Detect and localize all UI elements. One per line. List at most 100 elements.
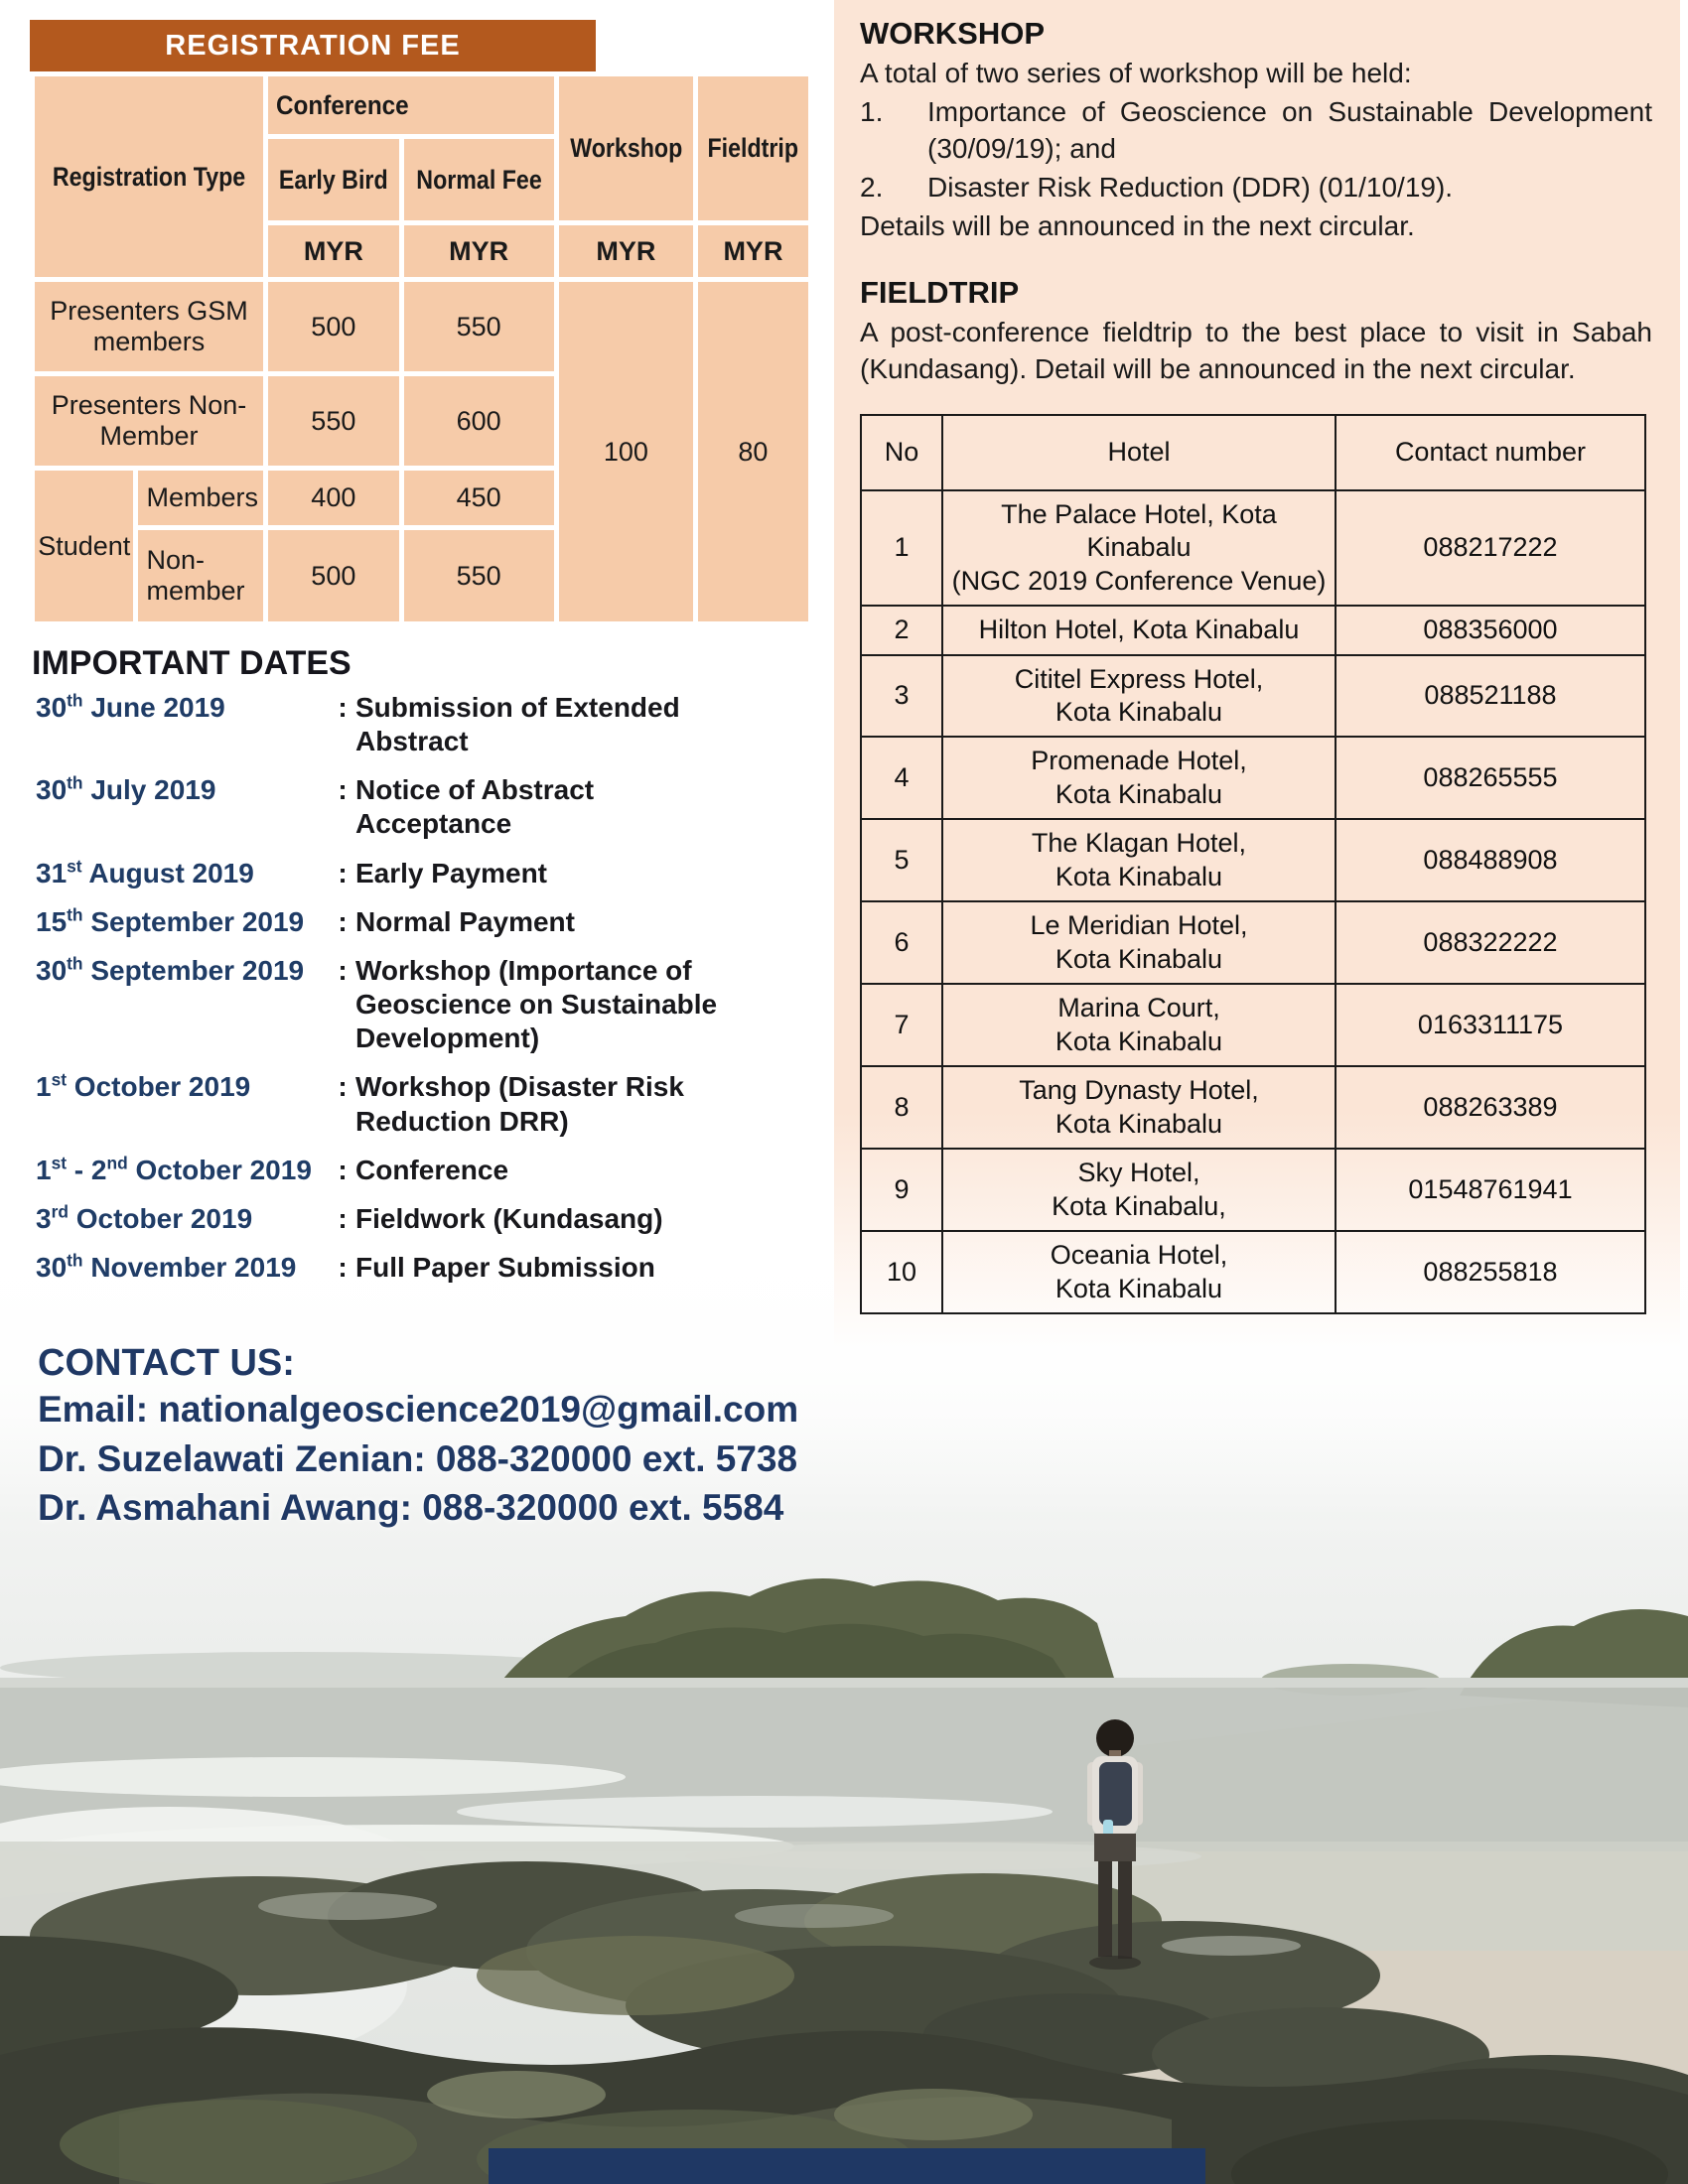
row-type: Members <box>138 471 264 525</box>
hotel-row: 2 Hilton Hotel, Kota Kinabalu 088356000 <box>860 605 1646 656</box>
contact-title: CONTACT US: <box>38 1342 295 1384</box>
date-description: Conference <box>355 1154 509 1185</box>
hotels-table-body: 1 The Palace Hotel, Kota Kinabalu (NGC 201… <box>860 488 1646 1315</box>
hotels-table: No Hotel Contact number 1 The Palace Hote… <box>860 413 1646 1315</box>
date-description: Notice of Abstract Acceptance <box>355 774 595 840</box>
important-date-row: 30th July 2019: Notice of Abstract Accept… <box>36 773 598 841</box>
hotel-no: 4 <box>860 736 943 821</box>
date-separator: : <box>338 1202 348 1234</box>
hotels-header-row: No Hotel Contact number <box>860 413 1646 491</box>
currency-label: MYR <box>403 225 554 277</box>
date-description: Normal Payment <box>355 905 575 937</box>
hotel-row: 10 Oceania Hotel, Kota Kinabalu 088255818 <box>860 1230 1646 1315</box>
footer-bar <box>489 2148 1205 2184</box>
hotel-no: 10 <box>860 1230 943 1315</box>
row-type: Non-member <box>138 530 264 621</box>
hotel-name: Le Meridian Hotel, Kota Kinabalu <box>941 900 1336 986</box>
important-date-row: 1st October 2019: Workshop (Disaster Risk… <box>36 1070 684 1138</box>
date-text: 31st August 2019 <box>36 856 254 888</box>
date-text: 30th June 2019 <box>36 690 225 723</box>
workshop-outro: Details will be announced in the next ci… <box>860 209 1415 241</box>
table-row: Student Members 400 450 <box>35 471 808 621</box>
contact-email: Email: nationalgeoscience2019@gmail.com <box>38 1389 799 1430</box>
person-figure <box>1087 1719 1143 1970</box>
left-column: REGISTRATION FEE Registration Type Confe… <box>30 20 808 1299</box>
hotel-row: 9 Sky Hotel, Kota Kinabalu, 01548761941 <box>860 1148 1646 1233</box>
important-dates-title: IMPORTANT DATES <box>32 644 352 682</box>
date-text: 1st - 2nd October 2019 <box>36 1153 312 1185</box>
header-registration-type: Registration Type <box>35 76 264 277</box>
workshop-item-text: Disaster Risk Reduction (DDR) (01/10/19)… <box>927 171 1454 203</box>
hotel-contact: 088217222 <box>1335 488 1646 608</box>
hotel-row: 4 Promenade Hotel, Kota Kinabalu 088265555 <box>860 736 1646 821</box>
contact-section: CONTACT US: Email: nationalgeoscience201… <box>38 1342 798 1533</box>
hotel-name: Oceania Hotel, Kota Kinabalu <box>941 1230 1336 1315</box>
hotel-row: 8 Tang Dynasty Hotel, Kota Kinabalu 0882633… <box>860 1065 1646 1151</box>
hotel-name: The Klagan Hotel, Kota Kinabalu <box>941 818 1336 903</box>
hotel-no: 3 <box>860 653 943 739</box>
important-date-row: 15th September 2019: Normal Payment <box>36 905 598 939</box>
hotel-contact: 088265555 <box>1335 736 1646 821</box>
row-normal-fee: 550 <box>403 530 554 621</box>
hotel-row: 7 Marina Court, Kota Kinabalu 0163311175 <box>860 983 1646 1068</box>
header-fieldtrip: Fieldtrip <box>698 76 808 220</box>
workshop-item-number: 2. <box>860 171 884 203</box>
workshop-item-number: 1. <box>860 95 884 127</box>
row-early-fee: 500 <box>268 282 399 371</box>
hotel-no: 1 <box>860 488 943 608</box>
important-date-row: 1st - 2nd October 2019: Conference <box>36 1154 598 1187</box>
hotel-name: Tang Dynasty Hotel, Kota Kinabalu <box>941 1065 1336 1151</box>
hotel-row: 6 Le Meridian Hotel, Kota Kinabalu 08832222… <box>860 900 1646 986</box>
header-normal-fee: Normal Fee <box>403 139 554 220</box>
registration-fee-title: REGISTRATION FEE <box>30 20 596 71</box>
hotel-no: 6 <box>860 900 943 986</box>
fieldtrip-text: A post-conference fieldtrip to the best … <box>860 316 1652 384</box>
currency-label: MYR <box>268 225 399 277</box>
row-type: Presenters Non-Member <box>35 376 264 466</box>
contact-person-2: Dr. Asmahani Awang: 088-320000 ext. 5584 <box>38 1487 784 1529</box>
hotel-no: 8 <box>860 1065 943 1151</box>
hotel-contact: 088521188 <box>1335 653 1646 739</box>
right-panel: WORKSHOP A total of two series of worksh… <box>834 0 1680 1390</box>
date-text: 30th July 2019 <box>36 772 216 806</box>
currency-label: MYR <box>698 225 808 277</box>
date-description: Full Paper Submission <box>355 1252 655 1284</box>
date-text: 30th November 2019 <box>36 1250 297 1284</box>
table-row: Non-member 500 550 <box>35 530 808 621</box>
hotel-no: 5 <box>860 818 943 903</box>
date-description: Workshop (Disaster Risk Reduction DRR) <box>355 1071 684 1137</box>
hotel-no: 2 <box>860 605 943 656</box>
date-separator: : <box>338 774 348 806</box>
date-separator: : <box>338 1154 348 1185</box>
hotel-contact: 088322222 <box>1335 900 1646 986</box>
hotels-header-hotel: Hotel <box>941 413 1336 491</box>
hotel-contact: 088488908 <box>1335 818 1646 903</box>
date-description: Submission of Extended Abstract <box>355 692 680 757</box>
date-separator: : <box>338 905 348 937</box>
hotel-row: 3 Cititel Express Hotel, Kota Kinabalu 0885… <box>860 653 1646 739</box>
hotel-name: Hilton Hotel, Kota Kinabalu <box>941 605 1336 656</box>
hotels-header-no: No <box>860 413 943 491</box>
hotel-name: Promenade Hotel, Kota Kinabalu <box>941 736 1336 821</box>
hotel-no: 7 <box>860 983 943 1068</box>
workshop-item-2: 2. Disaster Risk Reduction (DDR) (01/10/… <box>860 170 1652 206</box>
hotel-contact: 088356000 <box>1335 605 1646 656</box>
fieldtrip-title: FIELDTRIP <box>860 274 1020 310</box>
row-normal-fee: 600 <box>403 376 554 466</box>
hotel-row: 5 The Klagan Hotel, Kota Kinabalu 088488908 <box>860 818 1646 903</box>
currency-label: MYR <box>558 225 694 277</box>
workshop-intro: A total of two series of workshop will b… <box>860 58 1412 88</box>
date-text: 30th September 2019 <box>36 953 305 986</box>
important-dates-section: IMPORTANT DATES 30th June 2019: Submissio… <box>30 644 717 1285</box>
table-row: Presenters Non-Member 550 600 <box>35 376 808 466</box>
hotels-header-contact: Contact number <box>1335 413 1646 491</box>
row-early-fee: 500 <box>268 530 399 621</box>
header-conference: Conference <box>268 76 554 134</box>
workshop-title: WORKSHOP <box>860 16 1045 51</box>
date-separator: : <box>338 1252 348 1284</box>
important-date-row: 30th September 2019: Workshop (Importance… <box>36 953 717 1055</box>
important-dates-list: 30th June 2019: Submission of Extended Ab… <box>30 690 717 1285</box>
workshop-item-1: 1. Importance of Geoscience on Sustainab… <box>860 94 1652 168</box>
important-date-row: 3rd October 2019: Fieldwork (Kundasang) <box>36 1202 663 1236</box>
fieldtrip-section: FIELDTRIP A post-conference fieldtrip to… <box>860 275 1652 388</box>
